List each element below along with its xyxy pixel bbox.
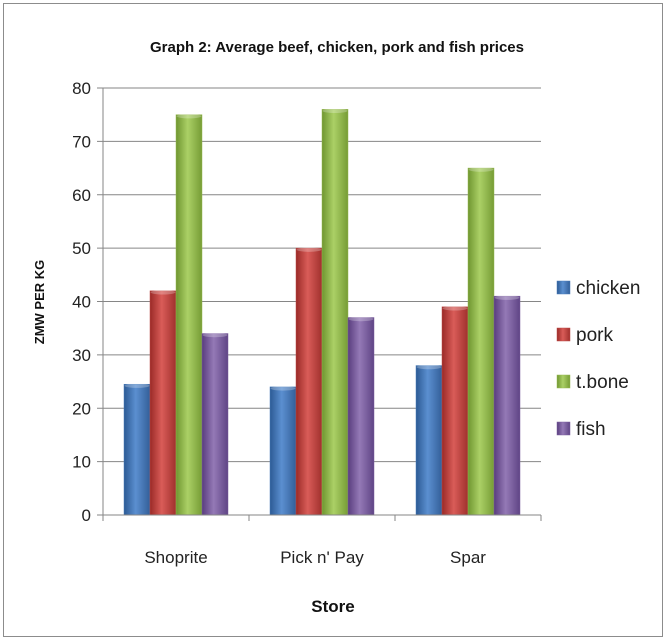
bar-top-highlight bbox=[349, 317, 374, 321]
chart-title: Graph 2: Average beef, chicken, pork and… bbox=[150, 39, 524, 56]
y-tick-label: 30 bbox=[72, 346, 91, 365]
bar-fish bbox=[202, 334, 228, 515]
bar-top-highlight bbox=[271, 386, 296, 390]
bar-chicken bbox=[124, 384, 150, 515]
bar-fish bbox=[348, 318, 374, 515]
bar-top-highlight bbox=[443, 306, 468, 310]
x-axis-categories: Shoprite Pick n' Pay Spar bbox=[103, 515, 541, 567]
bar-t-bone bbox=[176, 115, 202, 515]
bar-top-highlight bbox=[297, 247, 322, 251]
x-category-label: Spar bbox=[450, 548, 486, 567]
y-tick-label: 0 bbox=[82, 506, 91, 525]
legend-label: chicken bbox=[576, 278, 640, 299]
legend-label: fish bbox=[576, 419, 606, 440]
bar-top-highlight bbox=[469, 167, 494, 171]
y-tick-label: 10 bbox=[72, 453, 91, 472]
x-category-label: Pick n' Pay bbox=[280, 548, 364, 567]
legend-swatch bbox=[557, 281, 570, 294]
bar-top-highlight bbox=[323, 109, 348, 113]
bar-chicken bbox=[416, 366, 442, 515]
y-tick-label: 70 bbox=[72, 132, 91, 151]
y-tick-label: 20 bbox=[72, 399, 91, 418]
bar-top-highlight bbox=[125, 384, 150, 388]
legend: chicken pork t.bone fish bbox=[557, 278, 640, 440]
bar-top-highlight bbox=[177, 114, 202, 118]
x-axis-title: Store bbox=[311, 597, 354, 616]
bar-top-highlight bbox=[495, 295, 520, 299]
bar-top-highlight bbox=[417, 365, 442, 369]
bar-t-bone bbox=[468, 168, 494, 515]
bar-pork bbox=[296, 248, 322, 515]
bar-top-highlight bbox=[151, 290, 176, 294]
legend-swatch bbox=[557, 422, 570, 435]
bar-pork bbox=[442, 307, 468, 515]
bars bbox=[124, 109, 520, 515]
y-tick-label: 60 bbox=[72, 186, 91, 205]
y-tick-label: 50 bbox=[72, 239, 91, 258]
bar-pork bbox=[150, 291, 176, 515]
y-tick-label: 40 bbox=[72, 293, 91, 312]
legend-label: pork bbox=[576, 325, 613, 346]
bar-t-bone bbox=[322, 109, 348, 515]
y-axis-title: ZMW PER KG bbox=[32, 260, 47, 345]
legend-swatch bbox=[557, 328, 570, 341]
y-tick-label: 80 bbox=[72, 79, 91, 98]
bar-chicken bbox=[270, 387, 296, 515]
legend-label: t.bone bbox=[576, 372, 629, 393]
y-axis-ticks: 0 10 20 30 40 50 60 70 80 bbox=[72, 79, 103, 525]
legend-swatch bbox=[557, 375, 570, 388]
x-category-label: Shoprite bbox=[144, 548, 207, 567]
bar-fish bbox=[494, 296, 520, 515]
bar-top-highlight bbox=[203, 333, 228, 337]
